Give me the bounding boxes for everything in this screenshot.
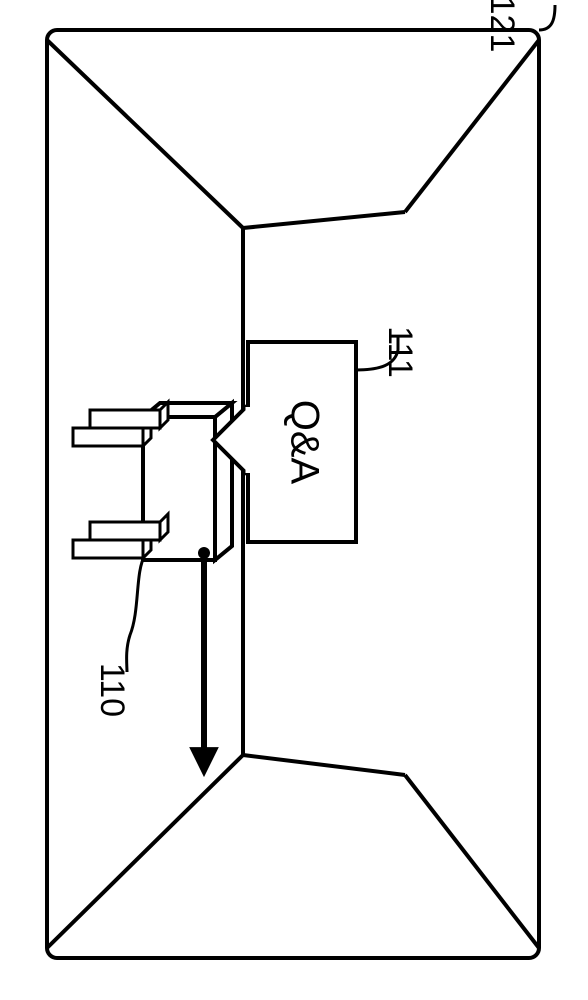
room-edge [47,755,243,948]
room-edge [405,775,539,948]
table-leg [73,540,143,558]
room-edge [405,40,539,212]
room-edge [47,40,243,228]
table-leg [73,428,143,446]
bubble-text: Q&A [282,400,326,485]
room-edge [243,755,405,775]
leader-110 [127,555,145,672]
ref-label-110: 110 [93,663,131,717]
arrow-head-icon [190,748,218,776]
ref-label-121: 121 [483,0,521,52]
table-leg [90,522,160,540]
arrow-origin-dot [198,547,210,559]
room-edge [243,212,405,228]
ref-label-111: 111 [381,326,419,378]
table-leg [90,410,160,428]
leader-121 [539,5,555,30]
